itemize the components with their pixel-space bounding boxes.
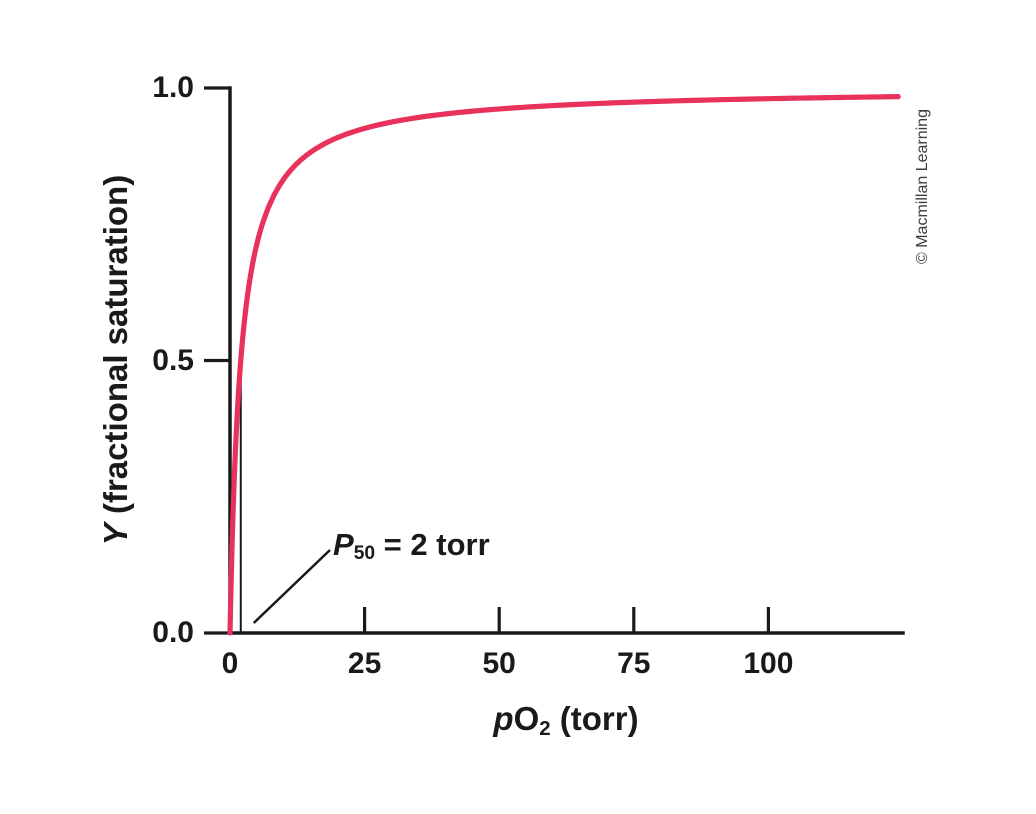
x-axis-label-main: O bbox=[513, 700, 540, 737]
y-tick-label: 0.0 bbox=[152, 616, 194, 649]
p50-annotation-subscript: 50 bbox=[353, 543, 376, 565]
x-tick-label: 0 bbox=[221, 647, 239, 680]
y-axis-label-symbol: Y bbox=[97, 523, 134, 546]
x-axis-label-units: (torr) bbox=[550, 700, 639, 737]
p50-annotation: P50 = 2 torr bbox=[333, 527, 490, 565]
credit-text: © Macmillan Learning bbox=[914, 109, 931, 264]
y-tick-label: 0.5 bbox=[152, 343, 194, 377]
x-axis-label-symbol: p bbox=[493, 700, 514, 737]
x-axis-label-subscript: 2 bbox=[539, 716, 551, 740]
x-tick-label: 75 bbox=[617, 647, 651, 680]
p50-annotation-value: = 2 torr bbox=[375, 527, 490, 562]
x-tick-label: 50 bbox=[482, 647, 516, 680]
y-tick-label: 1.0 bbox=[152, 71, 194, 104]
annotation-leader-line bbox=[252, 549, 331, 624]
x-tick-label: 25 bbox=[347, 647, 382, 680]
binding-curve bbox=[227, 94, 901, 636]
x-tick-label: 100 bbox=[743, 647, 794, 680]
p50-annotation-symbol: P bbox=[333, 527, 354, 562]
x-axis-label: pO2 (torr) bbox=[416, 700, 716, 740]
